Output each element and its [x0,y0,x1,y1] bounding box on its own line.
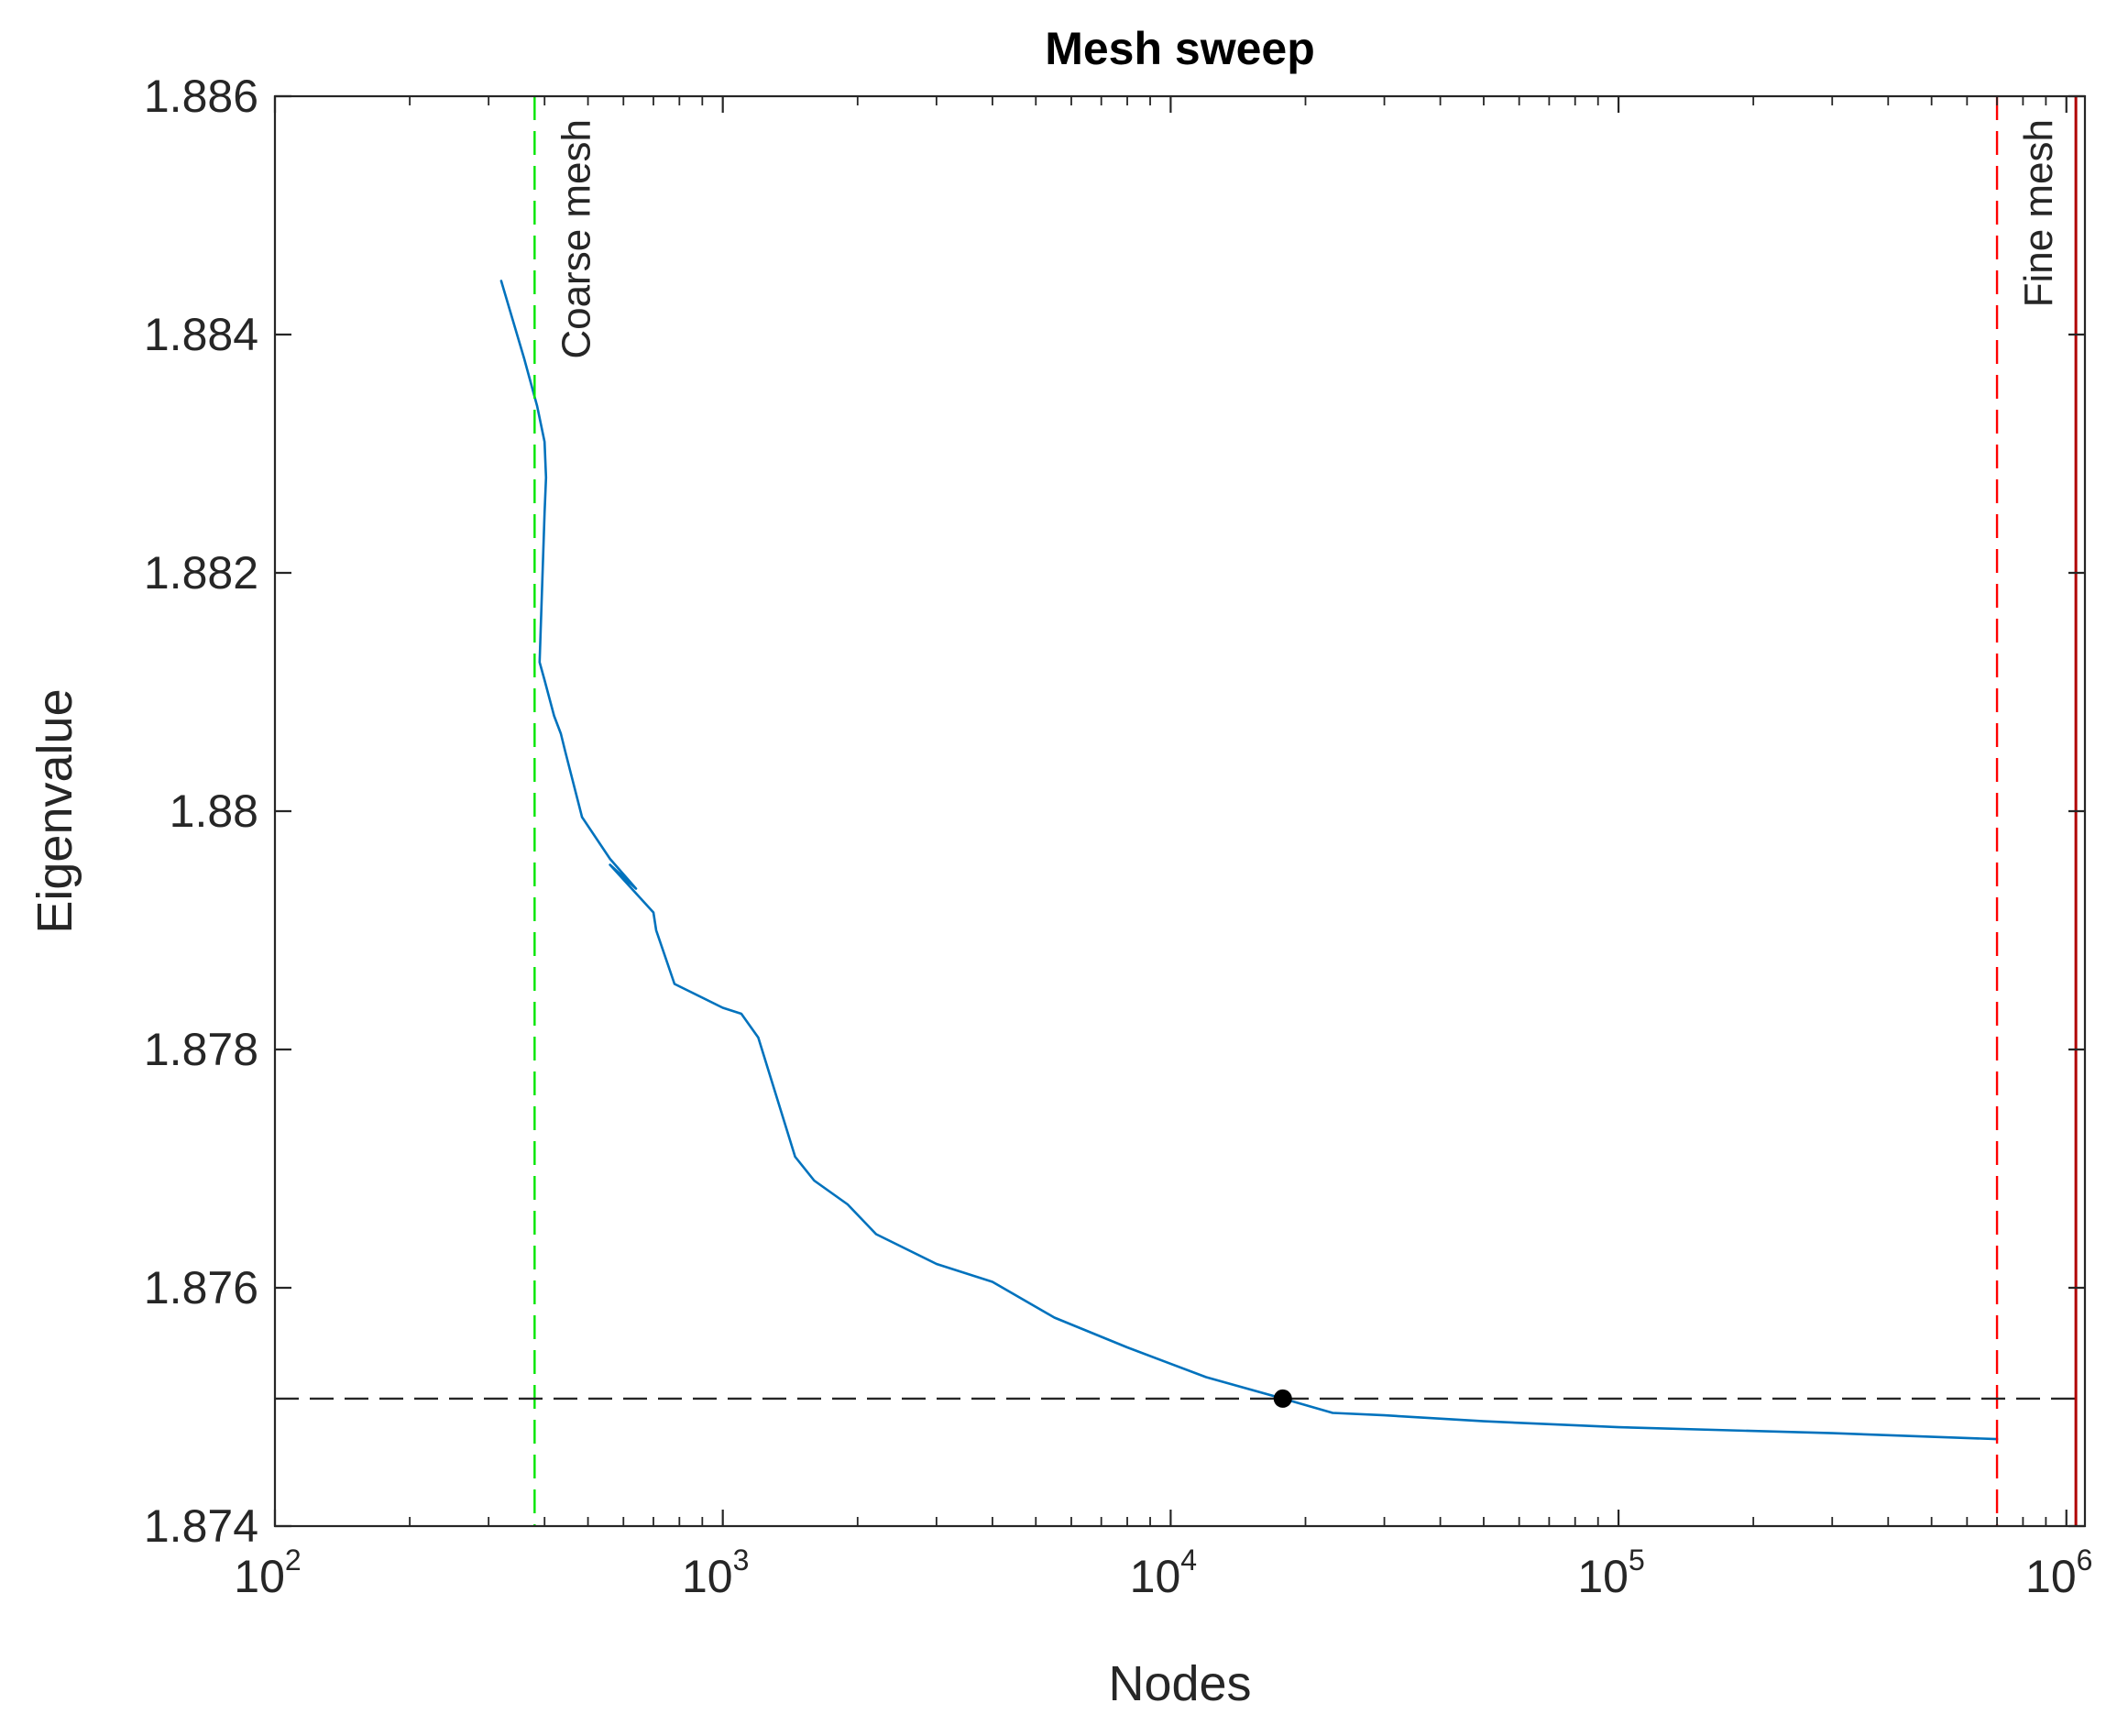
x-ticks: 102 103 104 105 106 [234,96,2092,1602]
y-tick-label: 1.882 [144,547,258,599]
x-tick-base: 10 [1577,1551,1629,1602]
x-tick-exponent: 5 [1629,1544,1645,1577]
x-tick-label: 104 [1130,1544,1197,1602]
x-tick-base: 10 [2025,1551,2077,1602]
x-tick-label: 106 [2025,1544,2092,1602]
y-axis-label: Eigenvalue [27,688,82,933]
selected-point [1273,1389,1292,1408]
y-tick-label: 1.886 [144,71,258,122]
x-tick-exponent: 6 [2077,1544,2093,1577]
x-tick-label: 103 [682,1544,749,1602]
coarse-mesh-label: Coarse mesh [554,119,598,359]
y-ticks: 1.874 1.876 1.878 1.88 1.882 1.884 1.886 [144,71,2085,1552]
chart-title: Mesh sweep [1045,23,1315,74]
x-tick-base: 10 [682,1551,733,1602]
y-tick-label: 1.876 [144,1262,258,1313]
plot-area [275,96,2085,1526]
y-tick-label: 1.874 [144,1500,258,1552]
fine-mesh-label: Fine mesh [2016,119,2061,307]
y-tick-label: 1.88 [170,786,258,837]
x-tick-exponent: 2 [285,1544,302,1577]
x-tick-exponent: 4 [1180,1544,1197,1577]
x-tick-base: 10 [234,1551,285,1602]
x-axis-label: Nodes [1108,1656,1251,1711]
y-tick-label: 1.884 [144,309,258,360]
x-tick-label: 102 [234,1544,301,1602]
y-tick-label: 1.878 [144,1024,258,1075]
x-tick-label: 105 [1577,1544,1644,1602]
x-tick-base: 10 [1130,1551,1181,1602]
x-tick-exponent: 3 [733,1544,750,1577]
